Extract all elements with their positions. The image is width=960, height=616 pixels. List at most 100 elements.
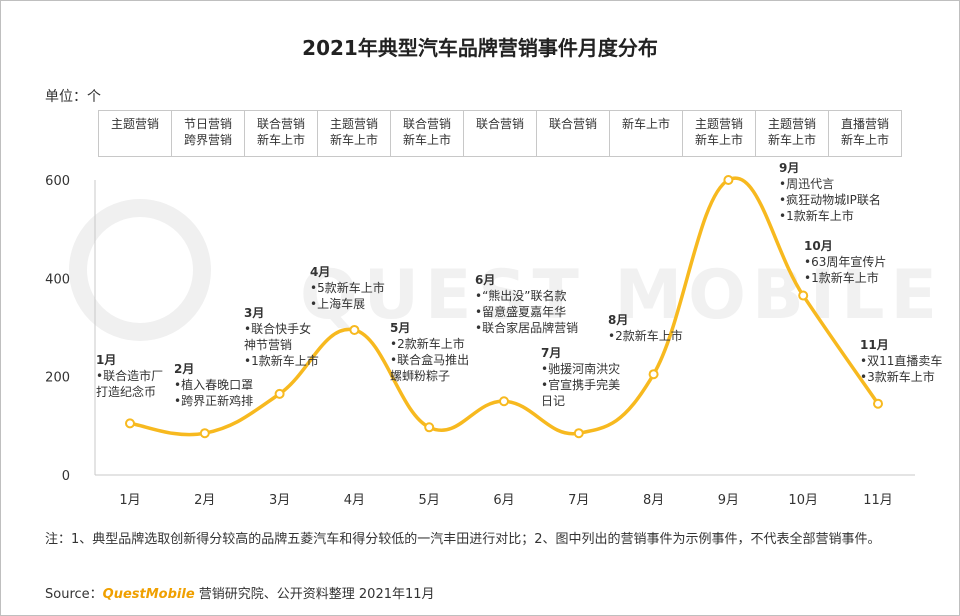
data-point [125, 418, 135, 429]
y-tick-label: 400 [45, 272, 70, 287]
unit-label: 单位：个 [45, 89, 101, 105]
event-category-label: 新车上市 [694, 133, 743, 147]
annotation-line: •植入春晚口罩 [174, 377, 253, 392]
event-category-label: 新车上市 [402, 133, 451, 147]
x-tick-label: 3月 [269, 493, 290, 508]
x-tick-label: 7月 [568, 493, 589, 508]
event-category-label: 联合营销 [548, 117, 597, 131]
annotation-line: 螺蛳粉粽子 [390, 368, 450, 383]
event-category-label: 主题营销 [694, 117, 743, 131]
data-point [723, 175, 734, 185]
x-tick-label: 6月 [493, 493, 514, 508]
x-tick-label: 10月 [788, 493, 818, 508]
data-point [873, 398, 883, 409]
annotation-line: 日记 [541, 394, 565, 408]
annotation-line: •2款新车上市 [608, 328, 683, 343]
event-category-label: 新车上市 [329, 133, 378, 147]
event-category-label: 主题营销 [767, 117, 816, 131]
x-tick-labels: 1月 2月 3月 4月 5月 6月 7月 8月 9月 10月 11月 [119, 493, 892, 508]
event-category-label: 直播营销 [840, 117, 889, 131]
event-category-cell: 联合营销 [536, 110, 610, 157]
annotation-line: •周迅代言 [779, 177, 834, 191]
annotation-month: 7月 [541, 346, 561, 360]
annotation-month: 4月 [310, 265, 330, 279]
data-point [648, 369, 659, 380]
x-tick-label: 9月 [718, 493, 739, 508]
source-line: Source：QuestMobile 营销研究院、公开资料整理 2021年11月 [45, 583, 435, 602]
annotation-line: •联合造市厂 [96, 368, 163, 383]
annotation-month: 3月 [244, 306, 264, 320]
annotation-line: •疯狂动物城IP联名 [779, 192, 881, 207]
footnote: 注：1、典型品牌选取创新得分较高的品牌五菱汽车和得分较低的一汽丰田进行对比；2、… [45, 532, 881, 547]
data-point [349, 324, 360, 335]
event-category-label: 新车上市 [256, 133, 305, 147]
x-tick-label: 1月 [119, 493, 140, 508]
annotation-line: 打造纪念币 [96, 384, 156, 399]
y-tick-label: 0 [62, 469, 70, 484]
event-category-cell: 联合营销 [463, 110, 537, 157]
event-category-label: 新车上市 [767, 133, 816, 147]
annotation-line: •驰援河南洪灾 [541, 361, 620, 376]
annotation-line: •上海车展 [310, 296, 365, 311]
event-category-cell: 主题营销 新车上市 [317, 110, 391, 157]
annotation-line: •联合快手女 [244, 321, 311, 336]
y-tick-labels: 0 200 400 600 [45, 174, 70, 484]
event-category-label: 联合营销 [402, 117, 451, 131]
event-category-label: 主题营销 [110, 117, 159, 131]
event-category-table: 主题营销 节日营销 跨界营销 联合营销 新车上市 主题营销 新车上市 联合营销 新车上市 联合营销… [98, 110, 902, 157]
annotation-month: 9月 [779, 161, 799, 175]
annotation-line: •1款新车上市 [804, 270, 879, 285]
event-category-cell: 节日营销 跨界营销 [171, 110, 245, 157]
watermark: QUEST MOBILE [69, 199, 937, 341]
x-tick-label: 11月 [863, 493, 893, 508]
event-category-cell: 主题营销 新车上市 [755, 110, 829, 157]
source-prefix: Source： [45, 587, 103, 602]
data-point [573, 428, 584, 439]
annotation-line: •63周年宣传片 [804, 254, 886, 269]
event-category-cell: 联合营销 新车上市 [390, 110, 464, 157]
data-point [499, 396, 509, 407]
chart-title: 2021年典型汽车品牌营销事件月度分布 [302, 36, 658, 60]
event-category-cell: 联合营销 新车上市 [244, 110, 318, 157]
annotation-month: 11月 [860, 338, 889, 352]
data-points [125, 175, 883, 439]
annotation-line: •跨界正新鸡排 [174, 393, 253, 408]
annotation-month: 5月 [390, 321, 410, 335]
annotation-month: 1月 [96, 353, 116, 367]
event-category-label: 联合营销 [475, 117, 524, 131]
annotation-month: 6月 [475, 273, 495, 287]
x-tick-label: 8月 [643, 493, 664, 508]
data-point [798, 290, 809, 301]
event-category-cell: 新车上市 [609, 110, 683, 157]
annotation-line: •联合家居品牌营销 [475, 320, 578, 335]
event-category-label: 跨界营销 [183, 133, 232, 147]
annotation-line: •2款新车上市 [390, 336, 465, 351]
annotation-line: •留意盛夏嘉年华 [475, 304, 566, 319]
annotation-line: •双11直播卖车 [860, 353, 942, 368]
annotation-month: 8月 [608, 313, 628, 327]
annotation-month: 2月 [174, 362, 194, 376]
event-category-label: 节日营销 [183, 117, 232, 131]
event-category-cell: 主题营销 [98, 110, 172, 157]
y-tick-label: 200 [45, 371, 70, 386]
annotation-line: •1款新车上市 [244, 353, 319, 368]
annotation-month: 10月 [804, 239, 833, 253]
source-brand: QuestMobile [102, 587, 195, 602]
annotation-line: •“熊出没”联名款 [475, 288, 567, 303]
event-category-label: 联合营销 [256, 117, 305, 131]
data-point [424, 422, 435, 433]
annotation-line: •官宣携手完美 [541, 377, 620, 392]
x-tick-label: 2月 [194, 493, 215, 508]
event-category-label: 新车上市 [621, 117, 670, 131]
x-tick-label: 5月 [419, 493, 440, 508]
event-category-label: 新车上市 [840, 133, 889, 147]
source-suffix: 营销研究院、公开资料整理 2021年11月 [194, 587, 435, 602]
event-category-row: 主题营销 节日营销 跨界营销 联合营销 新车上市 主题营销 新车上市 联合营销 新车上市 联合营销… [98, 110, 902, 157]
event-category-cell: 直播营销 新车上市 [828, 110, 902, 157]
annotation-line: •1款新车上市 [779, 208, 854, 223]
data-point [199, 428, 210, 439]
annotation-line: •5款新车上市 [310, 280, 385, 295]
